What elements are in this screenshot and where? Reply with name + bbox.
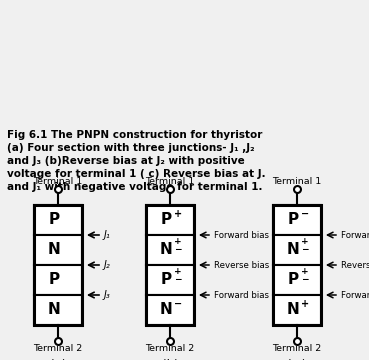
Text: −: −: [301, 244, 309, 253]
Text: P: P: [48, 273, 59, 288]
Text: N: N: [160, 302, 172, 318]
Text: +: +: [174, 209, 182, 219]
Text: +: +: [174, 238, 182, 247]
Text: P: P: [161, 212, 172, 228]
Text: P: P: [287, 273, 299, 288]
Text: Terminal 1: Terminal 1: [145, 177, 194, 186]
Bar: [34, 205, 82, 325]
Text: N: N: [160, 243, 172, 257]
Text: and J₃ (b)Reverse bias at J₂ with positive: and J₃ (b)Reverse bias at J₂ with positi…: [7, 156, 245, 166]
Bar: [34, 295, 82, 325]
Text: N: N: [48, 302, 61, 318]
Text: P: P: [287, 212, 299, 228]
Bar: [273, 205, 321, 235]
Bar: [34, 205, 82, 235]
Text: (a) Four section with three junctions- J₁ ,J₂: (a) Four section with three junctions- J…: [7, 143, 255, 153]
Text: J₁: J₁: [104, 230, 111, 240]
Text: N: N: [287, 302, 299, 318]
Text: Forward bias: Forward bias: [214, 230, 269, 239]
Text: P: P: [161, 273, 172, 288]
Text: ( c): ( c): [287, 359, 307, 360]
Text: Reverse bias: Reverse bias: [214, 261, 269, 270]
Text: −: −: [174, 244, 182, 253]
Bar: [273, 295, 321, 325]
Text: J₃: J₃: [104, 290, 111, 300]
Bar: [146, 205, 194, 325]
Text: and J₁ with negative voltage for terminal 1.: and J₁ with negative voltage for termina…: [7, 182, 262, 192]
Text: Forward bias: Forward bias: [214, 291, 269, 300]
Bar: [273, 205, 321, 325]
Text: Terminal 1: Terminal 1: [33, 177, 83, 186]
Text: (a): (a): [50, 359, 66, 360]
Text: J₂: J₂: [104, 260, 111, 270]
Text: +: +: [174, 267, 182, 276]
Text: Fig 6.1 The PNPN construction for thyristor: Fig 6.1 The PNPN construction for thyris…: [7, 130, 262, 140]
Text: Terminal 2: Terminal 2: [272, 344, 322, 353]
Text: (b): (b): [162, 359, 178, 360]
Bar: [146, 205, 194, 235]
Text: N: N: [287, 243, 299, 257]
Bar: [34, 235, 82, 265]
Text: Terminal 1: Terminal 1: [272, 177, 322, 186]
Text: −: −: [174, 274, 182, 284]
Bar: [146, 265, 194, 295]
Text: P: P: [48, 212, 59, 228]
Text: Forward bias: Forward bias: [341, 230, 369, 239]
Text: voltage for terminal 1 ( c) Reverse bias at J.: voltage for terminal 1 ( c) Reverse bias…: [7, 169, 266, 179]
Bar: [146, 295, 194, 325]
Text: +: +: [301, 238, 309, 247]
Text: +: +: [301, 299, 309, 309]
Text: Terminal 2: Terminal 2: [145, 344, 194, 353]
Text: N: N: [48, 243, 61, 257]
Text: −: −: [301, 209, 309, 219]
Text: −: −: [301, 274, 309, 284]
Bar: [273, 235, 321, 265]
Bar: [146, 235, 194, 265]
Bar: [34, 265, 82, 295]
Text: Terminal 2: Terminal 2: [33, 344, 83, 353]
Text: Forward bias: Forward bias: [341, 291, 369, 300]
Text: +: +: [301, 267, 309, 276]
Text: Reverse bias: Reverse bias: [341, 261, 369, 270]
Text: −: −: [174, 299, 182, 309]
Bar: [273, 265, 321, 295]
